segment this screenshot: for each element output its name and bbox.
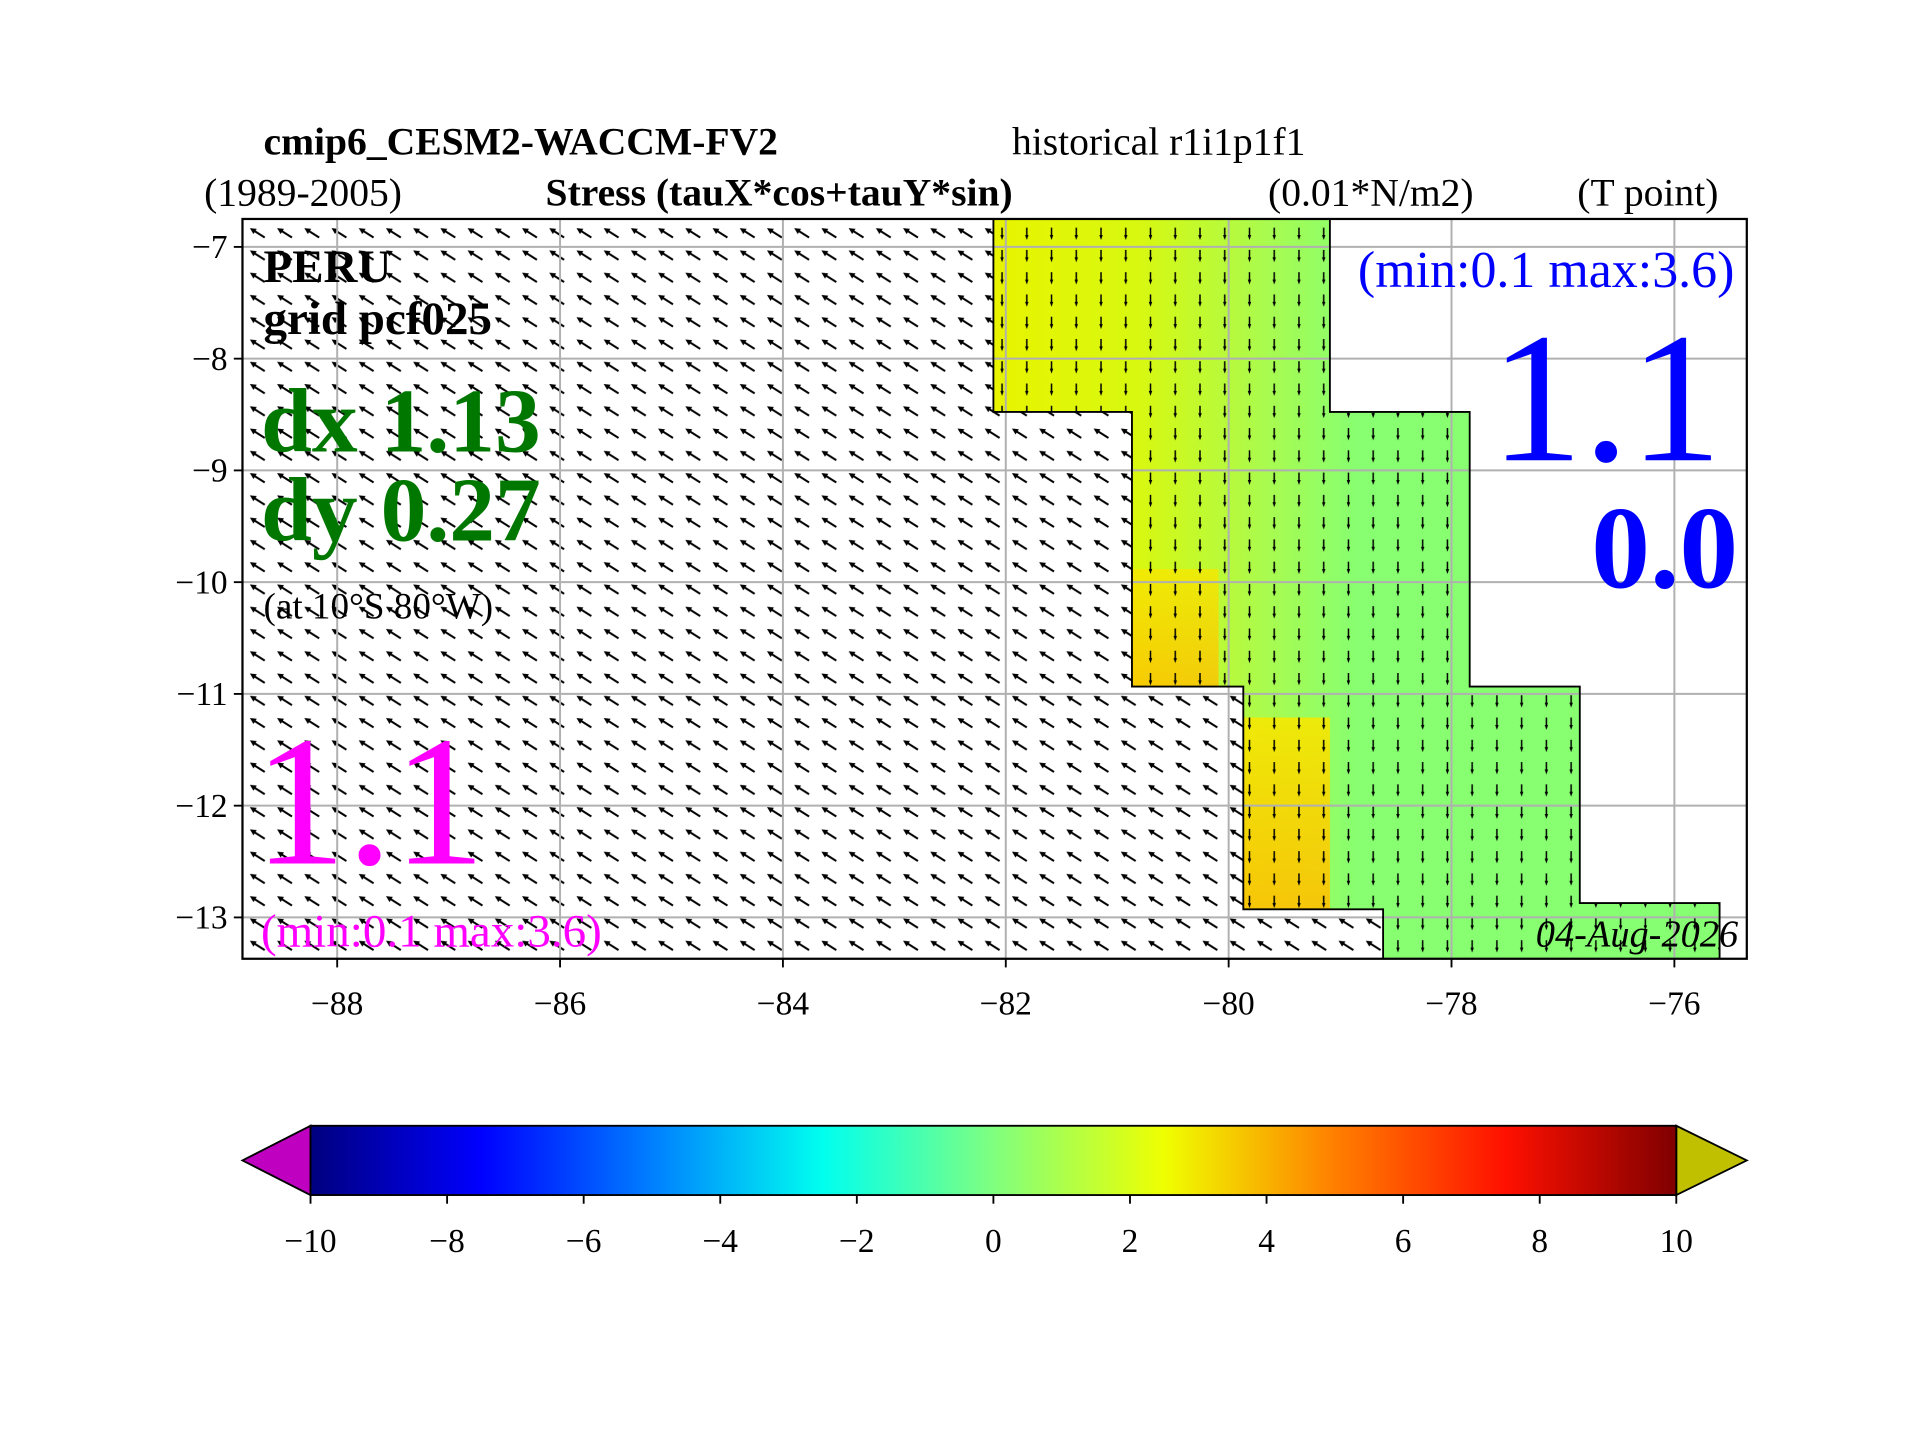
colorbar-tick-label: −8	[429, 1223, 465, 1260]
region-label: PERU	[264, 241, 392, 293]
y-tick-label: −7	[192, 229, 228, 266]
units: (0.01*N/m2)	[1268, 170, 1474, 214]
axes-ticks: −88 −86 −84 −82 −80 −78 −76 −7 −8 −9 −10 −11 −12 −13	[175, 229, 1700, 1022]
colorbar-tick-label: 10	[1660, 1223, 1693, 1260]
colorbar-under	[240, 1124, 312, 1197]
colorbar-tick-label: 8	[1531, 1223, 1548, 1260]
x-tick-label: −86	[534, 985, 586, 1022]
left-value: 1.1	[254, 700, 486, 905]
coastline	[1328, 218, 1721, 959]
colorbar: −10 −8 −6 −4 −2 0 2 4 6 8 10	[240, 1124, 1749, 1260]
left-range: (min:0.1 max:3.6)	[261, 905, 602, 957]
arrow-field	[242, 218, 1384, 959]
period: (1989-2005)	[204, 170, 402, 214]
colorbar-tick-label: 6	[1395, 1223, 1412, 1260]
x-tick-label: −80	[1203, 985, 1255, 1022]
x-tick-label: −76	[1648, 985, 1700, 1022]
right-range: (min:0.1 max:3.6)	[1358, 242, 1735, 299]
y-tick-label: −9	[192, 453, 228, 490]
x-tick-label: −88	[311, 985, 363, 1022]
right-value2: 0.0	[1591, 484, 1738, 614]
y-tick-label: −10	[175, 564, 227, 601]
location-label: (at 10°S 80°W)	[264, 587, 494, 628]
x-tick-label: −78	[1425, 985, 1477, 1022]
colorbar-body	[309, 1124, 1678, 1196]
axes-frame	[241, 217, 1748, 960]
colorbar-over	[1675, 1124, 1749, 1197]
y-tick-label: −11	[177, 676, 228, 713]
map-area	[241, 217, 1748, 960]
grid-point: (T point)	[1577, 170, 1718, 214]
grid-label: grid pcf025	[264, 293, 492, 345]
title: cmip6_CESM2-WACCM-FV2	[264, 120, 778, 164]
colorbar-tick-label: −6	[566, 1223, 602, 1260]
colorbar-tick-label: −10	[284, 1223, 336, 1260]
colorbar-tick-label: 0	[985, 1223, 1002, 1260]
x-tick-label: −82	[980, 985, 1032, 1022]
colorbar-tick-label: −2	[839, 1223, 875, 1260]
date-label: 04-Aug-2026	[1536, 913, 1738, 955]
dx-label: dx 1.13	[261, 370, 541, 472]
x-tick-label: −84	[757, 985, 810, 1022]
y-tick-label: −12	[175, 788, 227, 825]
colorbar-tick-label: 2	[1122, 1223, 1139, 1260]
title-suffix: historical r1i1p1f1	[1012, 120, 1305, 164]
colorbar-tick-label: −4	[702, 1223, 738, 1260]
y-tick-label: −13	[175, 900, 227, 937]
y-tick-label: −8	[192, 341, 228, 378]
grid	[242, 218, 1747, 959]
right-value: 1.1	[1490, 296, 1722, 501]
arrow-field	[993, 218, 1720, 959]
dy-label: dy 0.27	[261, 459, 541, 561]
coastline	[992, 218, 1385, 959]
subtitle: Stress (tauX*cos+tauY*sin)	[546, 170, 1013, 214]
colorbar-tick-label: 4	[1258, 1223, 1275, 1260]
